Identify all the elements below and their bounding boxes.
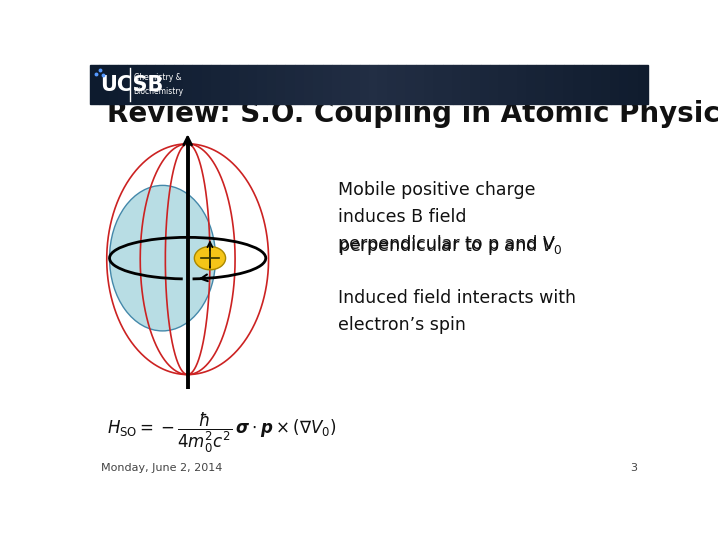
Bar: [555, 65, 564, 104]
Bar: [164, 65, 174, 104]
Bar: [202, 65, 211, 104]
Bar: [518, 65, 527, 104]
Bar: [639, 65, 648, 104]
Bar: [99, 65, 109, 104]
Bar: [285, 65, 294, 104]
Text: 3: 3: [630, 463, 637, 473]
Bar: [137, 65, 145, 104]
Bar: [90, 65, 99, 104]
Bar: [620, 65, 629, 104]
Bar: [351, 65, 360, 104]
Bar: [444, 65, 453, 104]
Bar: [583, 65, 593, 104]
Text: induces B field: induces B field: [338, 208, 467, 226]
Bar: [415, 65, 425, 104]
Bar: [183, 65, 192, 104]
Bar: [508, 65, 518, 104]
Text: Induced field interacts with: Induced field interacts with: [338, 289, 576, 307]
Text: Biochemistry: Biochemistry: [133, 87, 184, 96]
Bar: [369, 65, 378, 104]
Bar: [155, 65, 164, 104]
Bar: [192, 65, 202, 104]
Bar: [109, 65, 118, 104]
Bar: [360, 65, 369, 104]
Bar: [378, 65, 387, 104]
Bar: [472, 65, 481, 104]
Bar: [453, 65, 462, 104]
Circle shape: [194, 246, 225, 270]
Bar: [434, 65, 444, 104]
Bar: [629, 65, 639, 104]
Text: Review: S.O. Coupling in Atomic Physics: Review: S.O. Coupling in Atomic Physics: [107, 100, 720, 128]
Text: Monday, June 2, 2014: Monday, June 2, 2014: [101, 463, 222, 473]
Text: $H_{\mathrm{SO}} = -\dfrac{\hbar}{4m_0^2c^2}\, \boldsymbol{\sigma} \cdot \boldsy: $H_{\mathrm{SO}} = -\dfrac{\hbar}{4m_0^2…: [107, 410, 336, 455]
Bar: [341, 65, 351, 104]
Bar: [127, 65, 137, 104]
Bar: [323, 65, 332, 104]
Text: perpendicular to p and $V_0$: perpendicular to p and $V_0$: [338, 235, 563, 257]
Bar: [397, 65, 406, 104]
Bar: [332, 65, 341, 104]
Bar: [536, 65, 546, 104]
Text: Mobile positive charge: Mobile positive charge: [338, 181, 536, 199]
Bar: [174, 65, 183, 104]
Bar: [564, 65, 574, 104]
Text: UCSB: UCSB: [100, 75, 163, 94]
Bar: [220, 65, 230, 104]
Bar: [490, 65, 499, 104]
Bar: [499, 65, 508, 104]
Bar: [611, 65, 620, 104]
Bar: [266, 65, 276, 104]
Bar: [593, 65, 601, 104]
Text: Chemistry &: Chemistry &: [133, 72, 181, 82]
Bar: [239, 65, 248, 104]
Bar: [406, 65, 415, 104]
Bar: [387, 65, 397, 104]
Bar: [248, 65, 258, 104]
Bar: [230, 65, 239, 104]
Bar: [294, 65, 304, 104]
Bar: [211, 65, 220, 104]
Bar: [276, 65, 285, 104]
Bar: [258, 65, 266, 104]
Text: perpendicular to p and V: perpendicular to p and V: [338, 235, 555, 253]
Bar: [425, 65, 434, 104]
Bar: [481, 65, 490, 104]
Bar: [145, 65, 155, 104]
Bar: [601, 65, 611, 104]
Bar: [313, 65, 323, 104]
Bar: [462, 65, 472, 104]
Bar: [304, 65, 313, 104]
Ellipse shape: [109, 185, 215, 331]
Text: electron’s spin: electron’s spin: [338, 316, 466, 334]
Bar: [118, 65, 127, 104]
Bar: [546, 65, 555, 104]
Bar: [574, 65, 583, 104]
Bar: [527, 65, 536, 104]
